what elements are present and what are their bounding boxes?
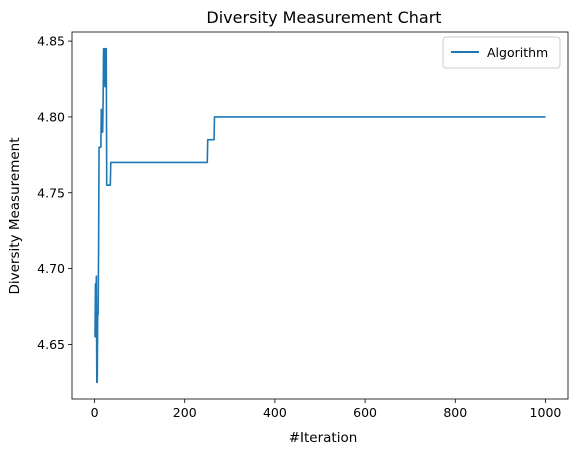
x-tick-label: 600	[353, 405, 377, 420]
x-tick-label: 0	[91, 405, 99, 420]
y-tick-label: 4.65	[37, 337, 65, 352]
y-tick-label: 4.80	[37, 109, 65, 124]
y-axis-label: Diversity Measurement	[7, 137, 23, 294]
series-line-1	[94, 47, 546, 384]
chart-title: Diversity Measurement Chart	[206, 8, 441, 27]
legend-label: Algorithm	[487, 45, 548, 60]
legend-box	[442, 36, 561, 69]
y-tick-label: 4.75	[37, 185, 65, 200]
axes-frame	[71, 31, 569, 400]
legend: Algorithm	[442, 36, 561, 69]
plot-area: 0 200 400 600 800 1000 4.65 4.70 4.75 4.80 4.85	[37, 31, 569, 420]
x-tick-label: 200	[173, 405, 197, 420]
y-tick-label: 4.85	[37, 34, 65, 49]
x-axis-label: #Iteration	[289, 430, 358, 446]
x-tick-label: 1000	[530, 405, 562, 420]
x-tick-label: 800	[443, 405, 467, 420]
y-tick-label: 4.70	[37, 261, 65, 276]
x-tick-label: 400	[263, 405, 287, 420]
